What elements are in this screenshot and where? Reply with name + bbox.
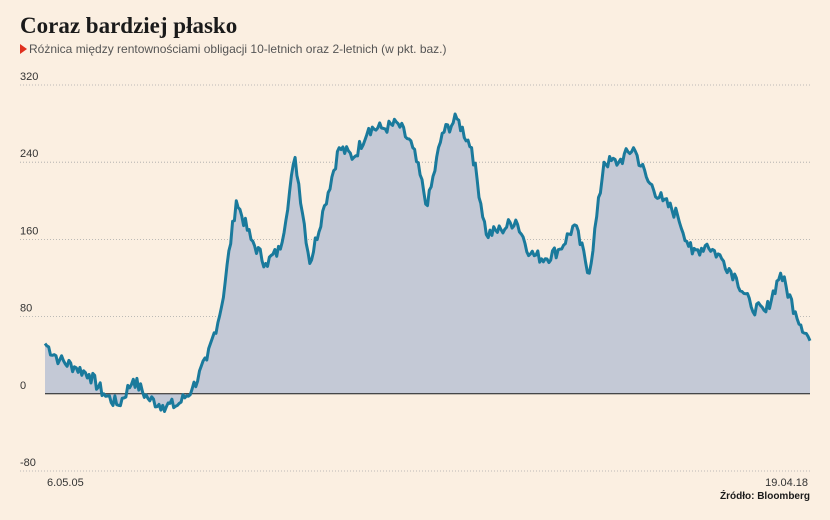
subtitle-text: Różnica między rentownościami obligacji …	[29, 42, 447, 56]
axis-labels: 320 240 160 80 0 -80 6.05.05 19.04.18	[20, 71, 808, 489]
y-tick-label: -80	[20, 457, 36, 469]
y-tick-label: 320	[20, 71, 38, 83]
x-axis-label: 6.05.05	[47, 477, 84, 489]
chart-subtitle: Różnica między rentownościami obligacji …	[20, 43, 447, 55]
y-tick-label: 0	[20, 380, 26, 392]
triangle-marker-icon	[20, 44, 27, 54]
y-tick-label: 240	[20, 148, 38, 160]
spread-line	[43, 112, 812, 413]
y-tick-label: 160	[20, 225, 38, 237]
y-tick-label: 80	[20, 303, 32, 315]
source-note: Źródło: Bloomberg	[720, 491, 810, 502]
x-axis-label: 19.04.18	[765, 477, 808, 489]
spread-area	[45, 114, 810, 412]
chart-title: Coraz bardziej płasko	[20, 13, 238, 38]
